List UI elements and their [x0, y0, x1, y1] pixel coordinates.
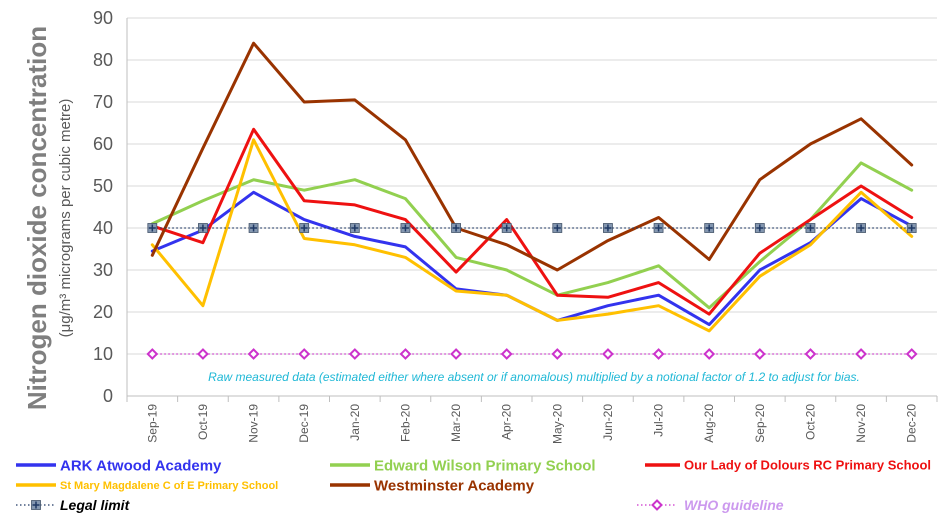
x-tick-label: Sep-20	[753, 404, 767, 443]
y-tick-label: 10	[93, 344, 113, 364]
y-axis-title-group: Nitrogen dioxide concentration	[22, 26, 52, 410]
gridlines	[127, 17, 937, 355]
y-tick-label: 0	[103, 386, 113, 406]
who-guideline-marker	[804, 348, 817, 360]
y-tick-label: 50	[93, 176, 113, 196]
legend-label: Our Lady of Dolours RC Primary School	[684, 458, 931, 473]
legend-label: Legal limit	[60, 497, 131, 513]
legend-label: ARK Atwood Academy	[60, 457, 222, 474]
legend-diamond-icon	[651, 499, 663, 511]
legend-label: St Mary Magdalene C of E Primary School	[60, 480, 278, 492]
who-guideline-marker	[197, 348, 209, 360]
who-guideline-marker	[146, 348, 159, 360]
series-line-our-lady-of-dolours-rc-primary-school	[150, 127, 914, 316]
x-tick-label: Dec-20	[905, 404, 919, 443]
who-guideline-marker	[753, 348, 766, 360]
who-guideline-marker	[855, 348, 867, 360]
who-guideline-marker	[905, 348, 918, 360]
who-guideline-marker	[348, 348, 361, 360]
legend-item: WHO guideline	[637, 497, 784, 513]
chart-annotation: Raw measured data (estimated either wher…	[208, 370, 860, 384]
x-tick-label: Feb-20	[398, 404, 412, 442]
series-line-st-mary-magdalene-c-of-e-primary-school	[150, 138, 914, 333]
x-tick-label: Oct-20	[803, 404, 817, 440]
x-tick-label: Dec-19	[297, 404, 311, 443]
who-guideline-marker	[602, 348, 614, 360]
x-tick-label: Nov-19	[247, 404, 261, 443]
legend-item: Our Lady of Dolours RC Primary School	[645, 458, 931, 473]
y-axis-title: Nitrogen dioxide concentration	[22, 26, 52, 410]
legend-item: ARK Atwood Academy	[16, 457, 222, 474]
y-axis-subtitle-group: (μg/m³ micrograms per cubic metre)	[57, 99, 74, 338]
y-tick-labels: 0 10 20 30 40 50 60 70 80 90	[93, 8, 113, 406]
who-guideline-marker	[298, 348, 311, 360]
x-tick-label: Apr-20	[500, 404, 514, 440]
series-lines	[146, 41, 918, 360]
legend-label: Westminster Academy	[374, 477, 535, 494]
y-axis-subtitle: (μg/m³ micrograms per cubic metre)	[57, 99, 74, 338]
y-tick-label: 40	[93, 218, 113, 238]
axes	[126, 18, 938, 402]
who-guideline-marker	[500, 348, 513, 360]
x-tick-label: Aug-20	[702, 404, 716, 443]
legend-label: Edward Wilson Primary School	[374, 457, 596, 474]
x-tick-label: May-20	[550, 404, 564, 444]
x-tick-label: Nov-20	[854, 404, 868, 443]
x-tick-label: Sep-19	[145, 404, 159, 443]
legend: ARK Atwood Academy Edward Wilson Primary …	[16, 457, 931, 513]
legend-item: Edward Wilson Primary School	[330, 457, 596, 474]
x-tick-label: Mar-20	[449, 404, 463, 442]
x-tick-label: Jul-20	[652, 404, 666, 437]
x-tick-label: Jan-20	[348, 404, 362, 441]
legend-item: Westminster Academy	[330, 477, 535, 494]
legend-label: WHO guideline	[684, 497, 784, 513]
legend-item: Legal limit	[16, 497, 131, 513]
who-guideline-marker	[703, 348, 716, 360]
y-tick-label: 90	[93, 8, 113, 28]
x-tick-label: Oct-19	[196, 404, 210, 440]
who-guideline-marker	[551, 348, 564, 360]
who-guideline-marker	[399, 348, 412, 360]
x-tick-labels: Sep-19 Oct-19 Nov-19 Dec-19 Jan-20 Feb-20 Mar-…	[145, 404, 918, 444]
who-guideline-marker	[652, 348, 665, 360]
legend-item: St Mary Magdalene C of E Primary School	[16, 480, 278, 492]
y-tick-label: 20	[93, 302, 113, 322]
who-guideline-marker	[247, 348, 260, 360]
series-line-westminster-academy	[150, 41, 914, 272]
y-tick-label: 80	[93, 50, 113, 70]
series-line-edward-wilson-primary-school	[150, 161, 914, 310]
y-tick-label: 60	[93, 134, 113, 154]
y-tick-label: 30	[93, 260, 113, 280]
who-guideline-marker	[450, 348, 462, 360]
y-tick-label: 70	[93, 92, 113, 112]
x-tick-label: Jun-20	[601, 404, 615, 441]
